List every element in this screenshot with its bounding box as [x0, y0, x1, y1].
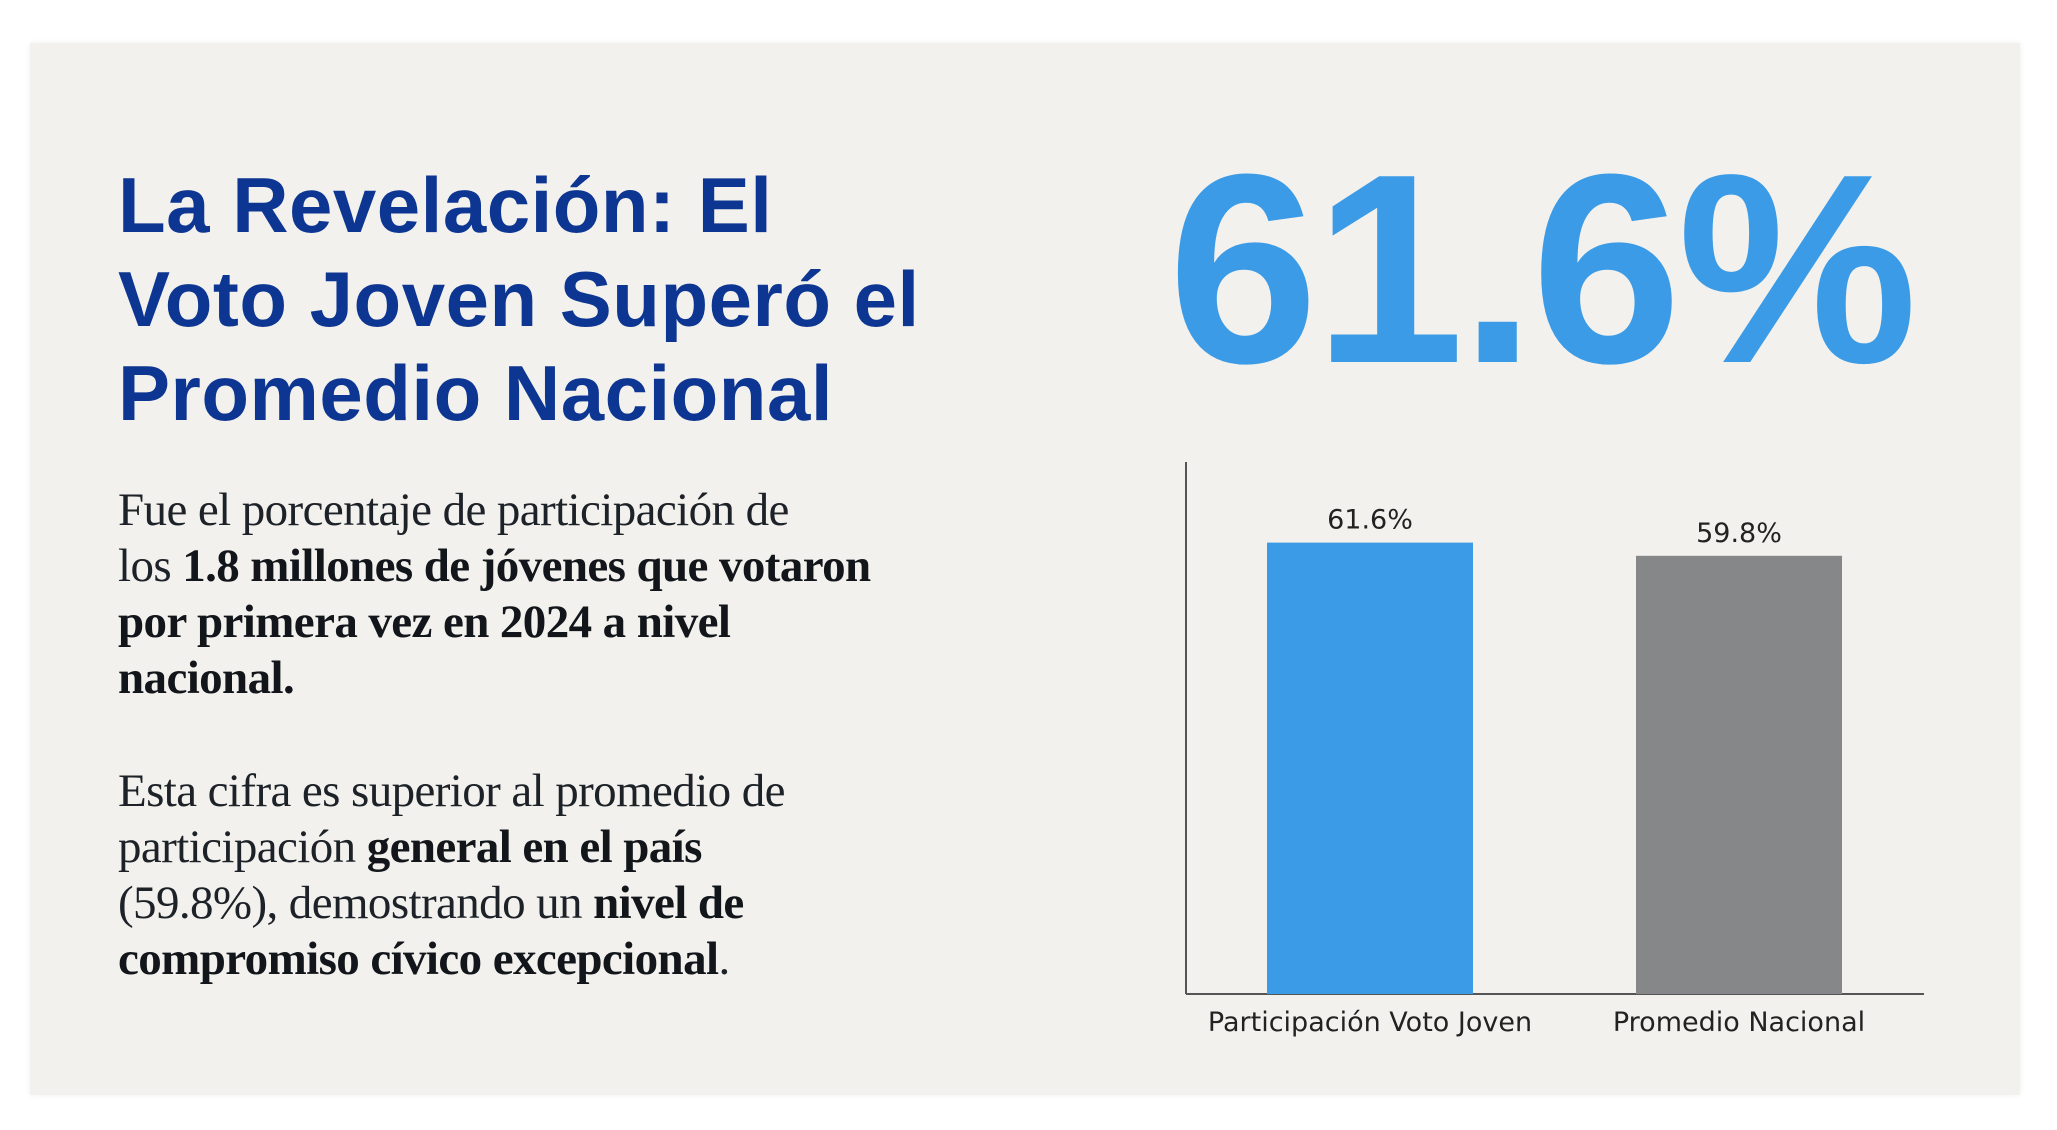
text: (59.8%), demostrando un [118, 877, 594, 929]
paragraph-1: Fue el porcentaje de participación de lo… [118, 482, 871, 706]
bold-text: compromiso cívico excepcional [118, 933, 719, 985]
text: Esta cifra es superior al promedio de [118, 765, 785, 817]
category-label: Promedio Nacional [1613, 1007, 1865, 1038]
bar-1 [1636, 555, 1842, 994]
title-line: La Revelación: El [118, 161, 773, 249]
text: participación [118, 821, 367, 873]
text: . [718, 933, 730, 985]
bold-text: nacional. [118, 652, 295, 704]
paragraph-2: Esta cifra es superior al promedio de pa… [118, 763, 785, 987]
slide-title: La Revelación: El Voto Joven Superó el P… [118, 158, 920, 440]
data-label: 59.8% [1696, 518, 1782, 549]
data-label: 61.6% [1327, 505, 1413, 536]
text: Fue el porcentaje de participación de [118, 484, 789, 536]
title-line: Promedio Nacional [118, 349, 833, 437]
bold-text: nivel de [593, 877, 744, 929]
bold-text: por primera vez en 2024 a nivel [118, 596, 731, 648]
headline-stat: 61.6% [1168, 119, 1918, 420]
category-label: Participación Voto Joven [1208, 1007, 1532, 1038]
text: los [118, 540, 183, 592]
bar-0 [1267, 542, 1473, 994]
bold-text: 1.8 millones de jóvenes que votaron [182, 540, 871, 592]
bold-text: general en el país [366, 821, 703, 873]
title-line: Voto Joven Superó el [118, 255, 920, 343]
